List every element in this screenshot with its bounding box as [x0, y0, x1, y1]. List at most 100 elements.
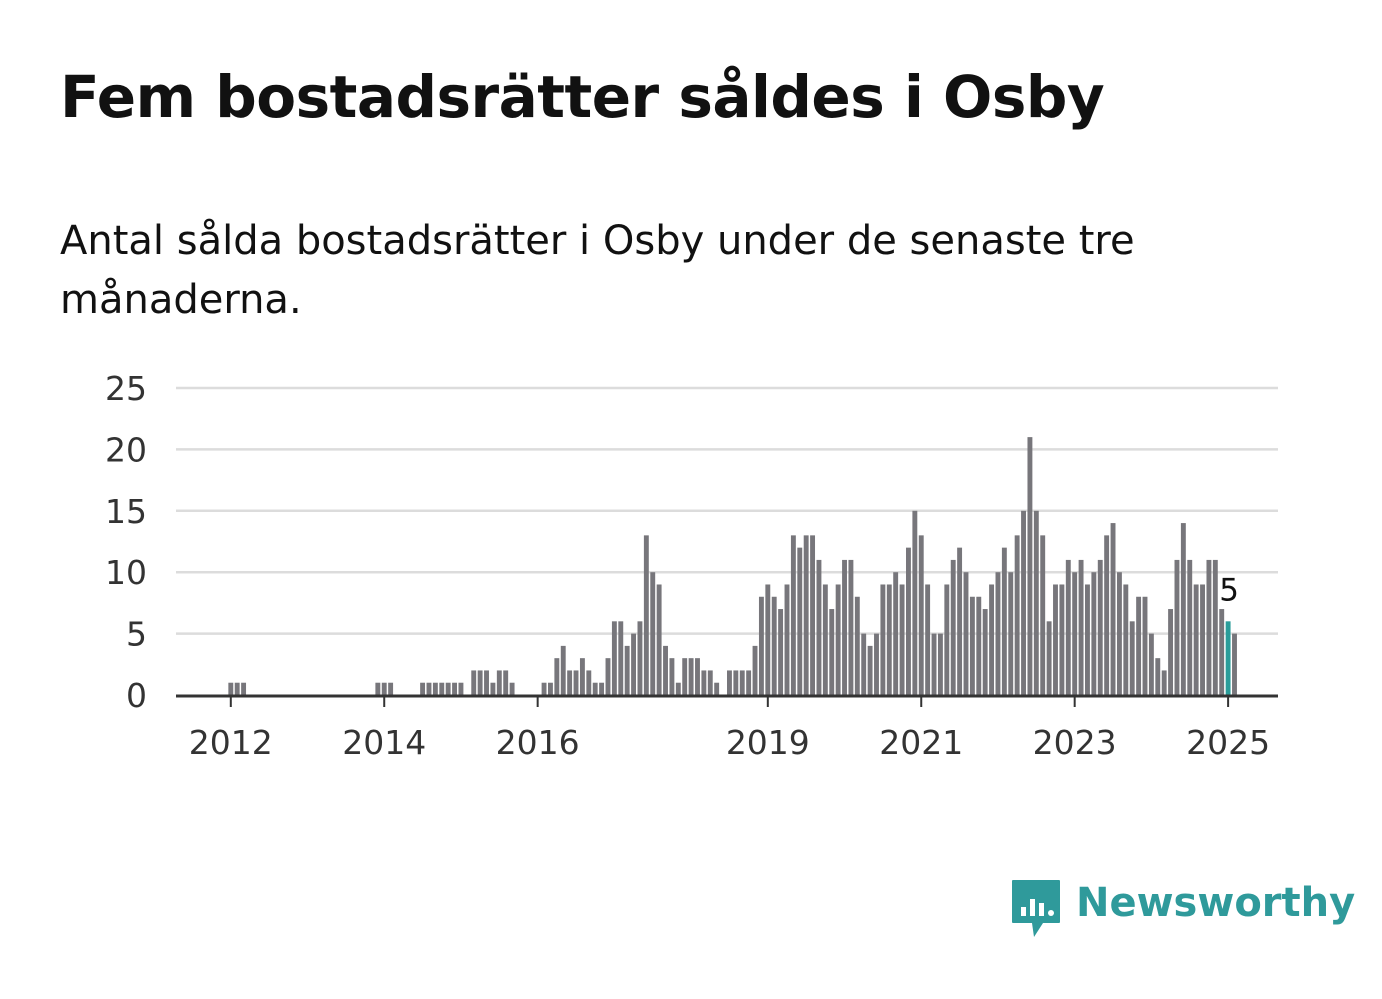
y-tick-label: 5 [126, 615, 147, 654]
bar [375, 682, 381, 695]
bar [490, 682, 496, 695]
bar [1206, 559, 1212, 695]
bar [1174, 559, 1180, 695]
bar [560, 645, 566, 695]
bar [605, 658, 611, 695]
bar [886, 584, 892, 695]
bar [573, 670, 579, 695]
bar [624, 645, 630, 695]
bar [426, 682, 432, 695]
y-tick-label: 10 [105, 553, 147, 592]
bar [733, 670, 739, 695]
bar [989, 584, 995, 695]
bar [842, 559, 847, 695]
bar [695, 658, 700, 695]
x-tick-label: 2023 [1033, 723, 1117, 762]
bar [963, 572, 969, 695]
bar [1065, 559, 1071, 695]
bar [707, 670, 713, 695]
bar [1129, 621, 1135, 695]
bar [484, 670, 489, 695]
bar [1001, 547, 1007, 695]
bar [241, 682, 247, 695]
bar [548, 682, 553, 695]
bar [503, 670, 509, 695]
bar [420, 682, 426, 695]
bar [1161, 670, 1167, 695]
bar [452, 682, 458, 695]
bar [1168, 609, 1174, 695]
y-tick-label: 0 [126, 676, 147, 715]
bar [1104, 535, 1110, 695]
data-label-halo: 5 [1219, 572, 1239, 608]
bar [778, 609, 784, 695]
bar [458, 682, 464, 695]
bar [861, 633, 867, 695]
bar [592, 682, 598, 695]
bar [228, 682, 234, 695]
x-tick-label: 2019 [726, 723, 810, 762]
bar [1142, 596, 1148, 695]
bar [701, 670, 707, 695]
bar [631, 633, 637, 695]
data-labels: 55 [1216, 569, 1242, 611]
y-tick-label: 20 [105, 430, 147, 469]
bar [579, 658, 585, 695]
bar [1021, 510, 1026, 695]
bar [477, 670, 483, 695]
bar [1232, 633, 1237, 695]
bar [1225, 621, 1231, 695]
bar [1033, 510, 1039, 695]
x-tick-label: 2025 [1186, 723, 1270, 762]
bar [835, 584, 841, 695]
bar [912, 510, 918, 695]
data-label: 5 [1219, 572, 1239, 608]
bar [931, 633, 937, 695]
bar [1059, 584, 1065, 695]
bar [784, 584, 790, 695]
bar [599, 682, 605, 695]
bar [388, 682, 394, 695]
bar [727, 670, 732, 695]
bar [790, 535, 796, 695]
brand-logo: Newsworthy [1010, 878, 1355, 940]
bar [541, 682, 547, 695]
brand-name: Newsworthy [1076, 880, 1356, 926]
bar [1078, 559, 1084, 695]
bar [669, 658, 675, 695]
bar [1008, 572, 1014, 695]
bar [944, 584, 950, 695]
bar [1027, 437, 1033, 695]
bar [1014, 535, 1020, 695]
bar [637, 621, 643, 695]
x-tick-label: 2012 [189, 723, 273, 762]
bar [758, 596, 764, 695]
bar [509, 682, 515, 695]
bar [1110, 523, 1116, 695]
bar [752, 645, 758, 695]
bar [611, 621, 617, 695]
bar [1053, 584, 1058, 695]
bar [950, 559, 956, 695]
bars [228, 437, 1237, 695]
chart-title: Fem bostadsrätter såldes i Osby [60, 63, 1105, 131]
bar [1219, 609, 1225, 695]
bar [1148, 633, 1154, 695]
bar [829, 609, 835, 695]
bar [1193, 584, 1199, 695]
bar [797, 547, 803, 695]
bar [822, 584, 828, 695]
bar [682, 658, 688, 695]
bar [1040, 535, 1046, 695]
y-tick-label: 15 [105, 492, 147, 531]
bar [1136, 596, 1142, 695]
newsworthy-logo-icon [1012, 880, 1060, 937]
x-tick-label: 2016 [496, 723, 580, 762]
bar [874, 633, 879, 695]
bar [618, 621, 624, 695]
bar [1097, 559, 1103, 695]
bar [1046, 621, 1052, 695]
x-axis-ticks: 2012 2014 2016 2019 2021 2023 2025 [189, 696, 1270, 762]
bar [1123, 584, 1129, 695]
